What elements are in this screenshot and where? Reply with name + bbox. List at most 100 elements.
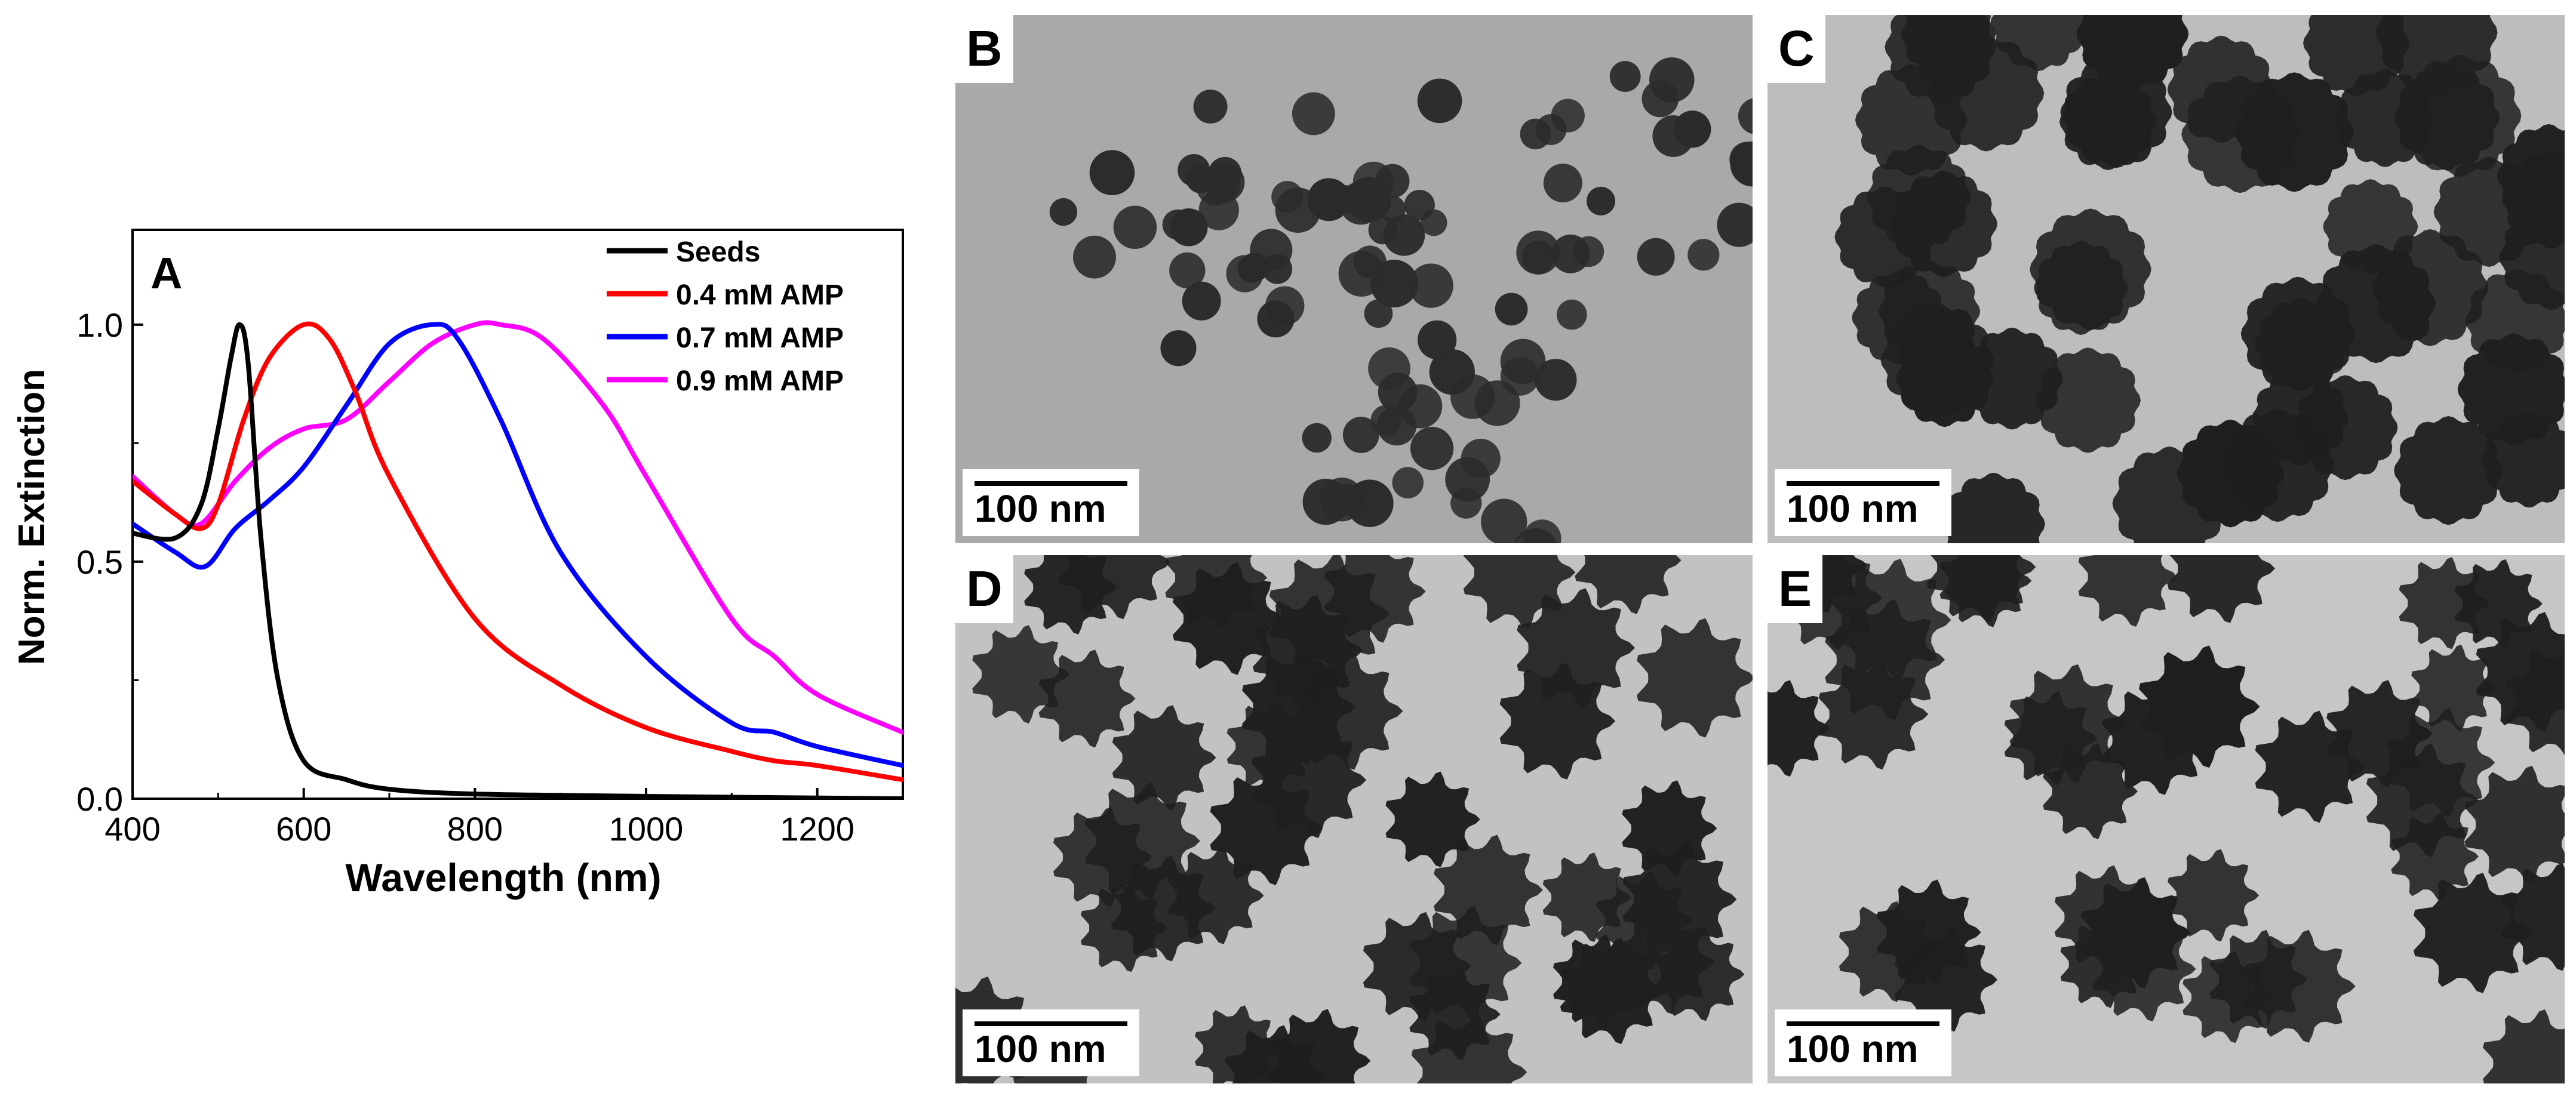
- nanoparticle: [2255, 710, 2366, 823]
- nanoparticle: [1896, 330, 1994, 427]
- nanoparticle: [1049, 198, 1077, 226]
- nanoparticle: [2394, 416, 2503, 525]
- nanoparticle: [1926, 555, 2036, 623]
- nanoparticle: [1330, 484, 1363, 516]
- nanoparticle: [1687, 239, 1720, 271]
- tem-image-e: [1767, 555, 2565, 1083]
- nanoparticle: [2181, 75, 2299, 193]
- nanoparticle: [1265, 286, 1305, 325]
- nanoparticle: [1392, 467, 1424, 498]
- nanoparticle: [1162, 210, 1193, 240]
- nanoparticle: [2221, 408, 2335, 522]
- scale-bar-e: 100 nm: [1775, 1009, 1951, 1076]
- nanoparticle: [1557, 299, 1587, 330]
- nanoparticle: [1641, 80, 1679, 118]
- scale-bar-line: [1787, 481, 1939, 486]
- plot-frame: [131, 229, 904, 800]
- nanoparticle: [1535, 359, 1577, 401]
- nanoparticle: [2303, 15, 2410, 97]
- nanoparticle: [1169, 252, 1206, 289]
- nanoparticle: [2399, 557, 2490, 649]
- panel-label-e: E: [1767, 555, 1823, 623]
- scale-bar-d: 100 nm: [963, 1009, 1139, 1076]
- x-tick-label: 800: [447, 810, 503, 848]
- nanoparticle: [1342, 417, 1379, 453]
- nanoparticle: [1417, 78, 1462, 124]
- nanoparticle: [1942, 472, 2045, 543]
- nanoparticle: [1262, 254, 1293, 284]
- nanoparticle: [1767, 680, 1830, 777]
- nanoparticle: [1521, 241, 1555, 274]
- scale-bar-label: 100 nm: [1787, 487, 1919, 530]
- scale-bar-c: 100 nm: [1775, 469, 1951, 536]
- nanoparticle: [1038, 649, 1136, 748]
- tem-panel-b: B 100 nm: [955, 15, 1753, 543]
- nanoparticle: [1368, 215, 1397, 245]
- legend-label: 0.4 mM AMP: [676, 279, 844, 311]
- y-tick-label: 0.5: [76, 543, 123, 581]
- panel-label-c: C: [1767, 15, 1825, 83]
- nanoparticle: [1738, 98, 1753, 134]
- nanoparticle: [1160, 330, 1197, 367]
- x-tick-label: 400: [104, 810, 160, 848]
- x-tick-label: 600: [276, 810, 331, 848]
- nanoparticle: [2030, 208, 2151, 330]
- nanoparticle: [1517, 588, 1636, 708]
- scale-bar-line: [1787, 1021, 1939, 1026]
- nanoparticle: [1514, 528, 1557, 543]
- scale-bar-label: 100 nm: [1787, 1027, 1919, 1070]
- nanoparticle: [2387, 708, 2495, 818]
- nanoparticle: [1575, 555, 1682, 614]
- scale-bar-line: [975, 1021, 1127, 1026]
- tem-image-d: [955, 555, 1753, 1083]
- nanoparticle: [1208, 156, 1242, 190]
- nanoparticle: [1111, 855, 1216, 962]
- nanoparticle: [1901, 15, 1996, 82]
- series-lines: [133, 320, 903, 799]
- nanoparticle: [2500, 863, 2565, 971]
- nanoparticle: [1637, 238, 1675, 276]
- nanoparticle: [1292, 92, 1335, 136]
- nanoparticle: [1434, 835, 1543, 946]
- nanoparticle: [2167, 555, 2276, 623]
- axis-ticks: 400 600 800 1000 1200 0.0 0.5 1.0: [76, 306, 904, 848]
- tem-image-b: [955, 15, 1753, 543]
- nanoparticle: [2254, 297, 2349, 392]
- panel-label-d: D: [955, 555, 1013, 623]
- x-tick-label: 1200: [780, 810, 854, 848]
- nanoparticle: [1193, 90, 1228, 124]
- nanoparticle: [2394, 64, 2500, 171]
- nanoparticle: [1637, 618, 1753, 738]
- legend-label: 0.9 mM AMP: [676, 365, 844, 397]
- nanoparticle: [1409, 968, 1501, 1061]
- nanoparticle: [2506, 647, 2565, 755]
- nanoparticle: [1226, 701, 1317, 792]
- nanoparticle: [2483, 1009, 2565, 1083]
- nanoparticle: [972, 625, 1070, 724]
- nanoparticle: [1990, 15, 2088, 72]
- y-tick-label: 0.0: [76, 780, 123, 818]
- nanoparticle: [1339, 181, 1383, 225]
- nanoparticle: [1089, 150, 1135, 195]
- scale-bar-line: [975, 481, 1127, 486]
- nanoparticle: [2102, 685, 2211, 795]
- extinction-chart: 400 600 800 1000 1200 0.0 0.5 1.0 A Wavelength …: [11, 229, 904, 900]
- nanoparticle: [1418, 320, 1457, 359]
- series-line-3: [133, 320, 903, 735]
- nanoparticle: [1024, 555, 1117, 635]
- nanoparticle: [1730, 141, 1753, 187]
- nanoparticle: [1481, 498, 1527, 543]
- nanoparticle: [2054, 865, 2157, 969]
- nanoparticle: [1379, 195, 1406, 223]
- nanoparticle: [1461, 439, 1501, 479]
- series-line-2: [133, 322, 903, 768]
- nanoparticle: [1463, 555, 1576, 629]
- nanoparticle: [1377, 406, 1417, 446]
- nanoparticle: [1385, 771, 1480, 867]
- x-tick-label: 1000: [609, 810, 684, 848]
- nanoparticle: [2481, 412, 2565, 508]
- tem-image-c: [1767, 15, 2565, 543]
- nanoparticle: [1073, 235, 1116, 279]
- tem-panel-d: D 100 nm: [955, 555, 1753, 1083]
- nanoparticle: [2004, 691, 2098, 786]
